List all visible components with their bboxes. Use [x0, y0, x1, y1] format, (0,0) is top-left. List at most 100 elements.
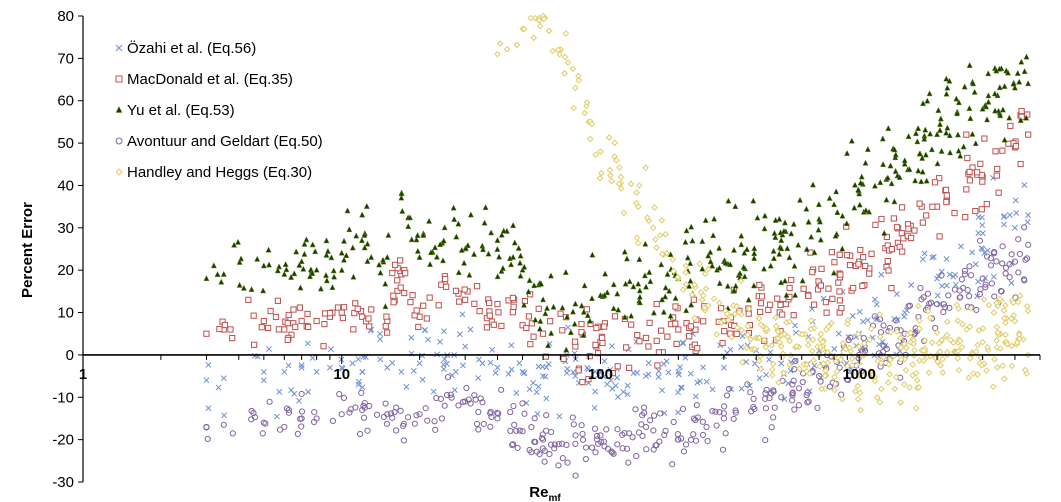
data-point — [1013, 339, 1021, 346]
data-point — [765, 306, 772, 314]
data-point — [570, 104, 577, 112]
data-point — [985, 98, 992, 105]
data-point — [984, 343, 991, 351]
data-point — [687, 259, 694, 266]
data-point — [508, 261, 515, 268]
data-point — [979, 178, 986, 185]
data-point — [848, 355, 856, 362]
data-point — [857, 406, 864, 414]
data-point — [954, 110, 961, 117]
data-point — [758, 293, 766, 300]
data-point — [627, 180, 635, 188]
data-point — [459, 311, 466, 318]
data-point — [260, 287, 267, 294]
data-point — [220, 270, 227, 277]
data-point — [1021, 224, 1028, 231]
data-point — [768, 342, 775, 349]
data-point — [950, 339, 957, 347]
data-point — [440, 328, 447, 335]
data-point — [471, 250, 478, 257]
data-point — [521, 263, 528, 270]
data-point — [828, 249, 835, 256]
data-point — [992, 148, 999, 155]
data-point — [710, 232, 717, 239]
data-point — [777, 301, 784, 309]
data-point — [689, 237, 696, 244]
data-point — [494, 409, 501, 416]
data-point — [1006, 212, 1013, 218]
data-point — [621, 248, 628, 255]
data-point — [215, 384, 222, 391]
data-point — [409, 292, 416, 299]
data-point — [722, 430, 729, 437]
data-point — [383, 420, 391, 427]
data-point — [115, 44, 123, 52]
data-point — [906, 165, 913, 172]
data-point — [791, 262, 798, 269]
data-point — [799, 378, 806, 386]
data-point — [978, 245, 985, 252]
data-point — [617, 173, 625, 181]
data-point — [660, 308, 667, 315]
data-point — [220, 375, 227, 382]
data-point — [368, 306, 375, 313]
data-point — [732, 409, 739, 416]
data-point — [662, 230, 669, 238]
data-point — [467, 326, 474, 333]
data-point — [747, 336, 754, 343]
data-point — [699, 418, 706, 425]
data-point — [334, 304, 342, 311]
data-point — [284, 320, 291, 327]
data-point — [326, 310, 334, 317]
data-point — [698, 296, 706, 304]
data-point — [1018, 107, 1025, 115]
data-point — [971, 88, 978, 95]
data-point — [528, 449, 535, 456]
data-point — [1000, 314, 1008, 322]
data-point — [456, 331, 463, 338]
data-point — [772, 314, 779, 321]
data-point — [856, 389, 864, 397]
data-point — [993, 258, 1000, 265]
data-point — [1023, 53, 1030, 60]
data-point — [842, 345, 849, 353]
data-point — [461, 286, 468, 293]
data-point — [1003, 341, 1011, 348]
data-point — [420, 302, 427, 309]
data-point — [891, 198, 898, 205]
data-point — [994, 165, 1001, 173]
data-point — [996, 65, 1003, 72]
data-point — [1012, 197, 1019, 204]
data-point — [331, 273, 338, 280]
y-tick-label: -20 — [52, 432, 74, 449]
data-point — [727, 261, 734, 268]
data-point — [313, 317, 320, 325]
data-point — [932, 324, 939, 332]
data-point — [323, 251, 330, 258]
data-point — [694, 345, 701, 352]
data-point — [934, 292, 941, 299]
data-point — [624, 391, 631, 398]
data-point — [750, 197, 757, 204]
data-point — [838, 391, 845, 398]
data-point — [883, 233, 891, 240]
data-point — [656, 232, 664, 239]
data-point — [275, 326, 282, 333]
data-point — [633, 234, 641, 242]
data-point — [288, 387, 295, 394]
data-point — [837, 271, 844, 278]
data-point — [691, 281, 698, 289]
data-point — [621, 313, 628, 320]
data-point — [309, 241, 316, 248]
data-point — [572, 373, 579, 380]
data-point — [967, 304, 975, 312]
data-point — [763, 386, 770, 394]
data-point — [613, 157, 620, 164]
data-point — [521, 410, 528, 417]
data-point — [710, 295, 718, 303]
data-point — [989, 383, 997, 390]
data-point — [973, 169, 981, 176]
data-point — [697, 289, 705, 296]
data-point — [715, 299, 723, 307]
data-point — [324, 247, 331, 254]
